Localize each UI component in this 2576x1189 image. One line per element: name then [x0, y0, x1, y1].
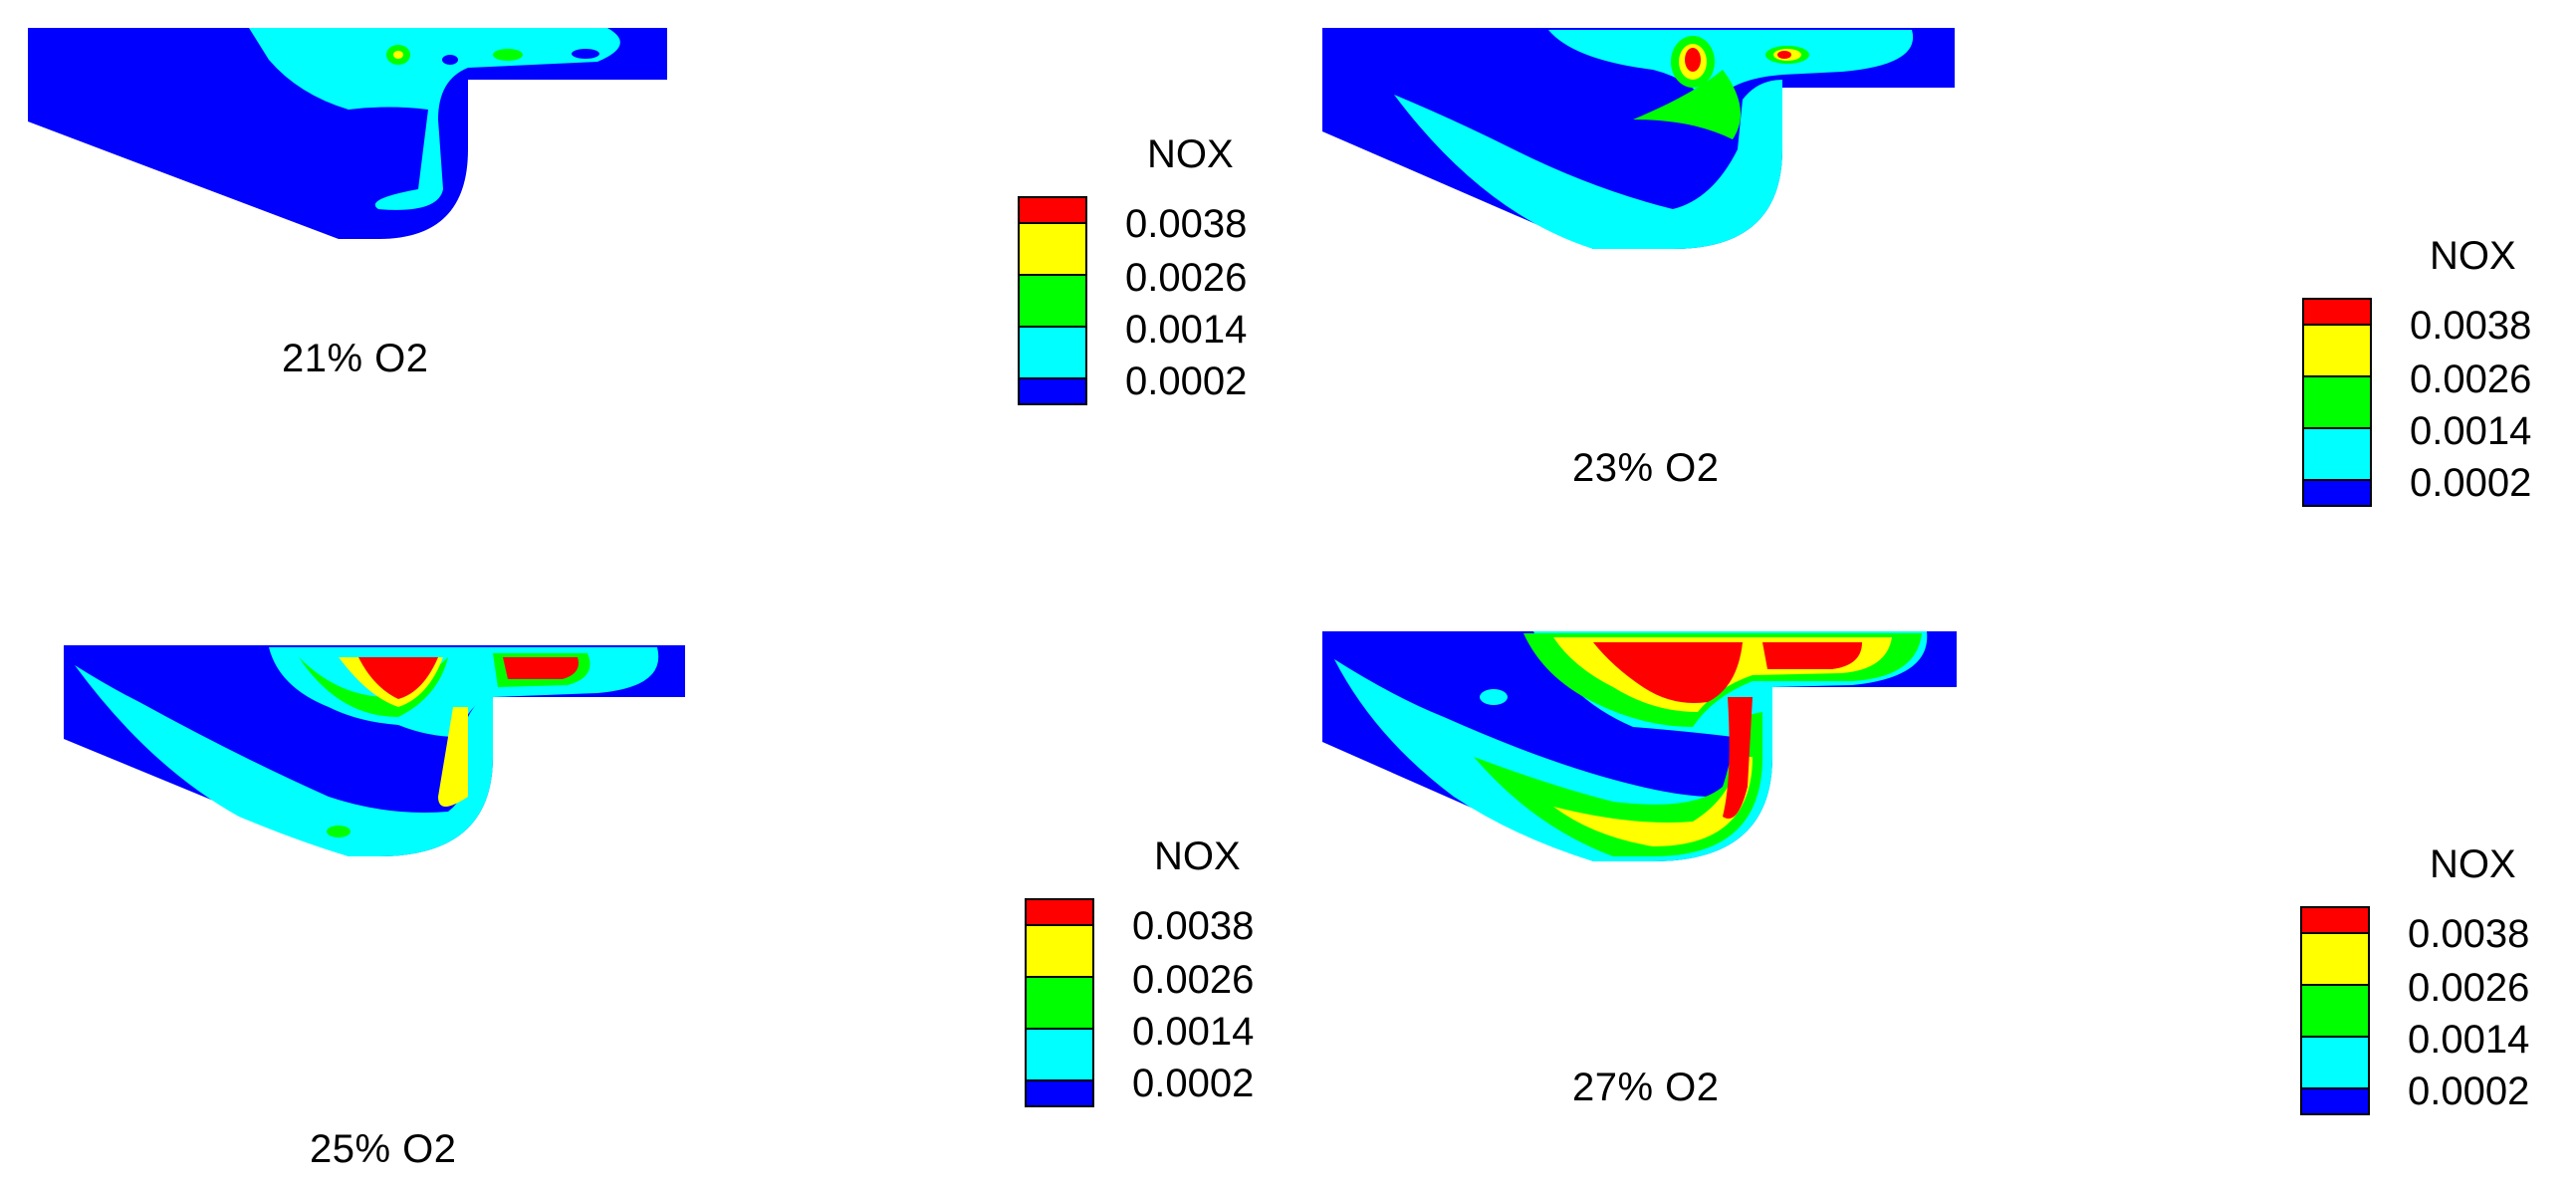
legend-label-3: 0.0002: [2408, 1070, 2530, 1113]
legend-title: NOX: [1154, 834, 1241, 878]
legend-swatch-low: [1025, 1028, 1094, 1081]
legend-swatch-mid: [1018, 274, 1087, 328]
legend-swatch-high: [2302, 324, 2372, 377]
legend-label-0: 0.0038: [2410, 304, 2532, 348]
legend-label-0: 0.0038: [1125, 202, 1248, 246]
legend-label-0: 0.0038: [1132, 904, 1255, 948]
legend-label-3: 0.0002: [1125, 359, 1248, 403]
legend-swatch-max: [1018, 196, 1087, 224]
legend-label-3: 0.0002: [1132, 1062, 1255, 1105]
legend-25: NOX 0.0038 0.0026 0.0014 0.0002: [1025, 836, 1323, 1135]
legend-title: NOX: [2430, 234, 2516, 278]
legend-label-0: 0.0038: [2408, 912, 2530, 956]
legend-label-1: 0.0026: [1132, 958, 1255, 1002]
legend-label-1: 0.0026: [2408, 966, 2530, 1010]
legend-swatch-min: [2302, 479, 2372, 507]
legend-title: NOX: [1147, 132, 1234, 176]
legend-swatch-low: [2300, 1036, 2370, 1089]
caption-23: 23% O2: [1572, 446, 1720, 490]
legend-swatch-mid: [2302, 375, 2372, 429]
legend-label-2: 0.0014: [1125, 308, 1248, 352]
legend-swatch-high: [1018, 222, 1087, 276]
legend-swatch-low: [2302, 427, 2372, 481]
contour-domain-27: [1322, 631, 1957, 861]
legend-swatch-max: [1025, 898, 1094, 926]
legend-swatch-min: [2300, 1087, 2370, 1115]
legend-title: NOX: [2430, 842, 2516, 886]
legend-swatch-max: [2300, 906, 2370, 934]
caption-21: 21% O2: [282, 337, 429, 380]
legend-21: NOX 0.0038 0.0026 0.0014 0.0002: [1018, 134, 1316, 433]
legend-label-2: 0.0014: [2410, 409, 2532, 453]
contour-domain-25: [64, 645, 685, 856]
legend-label-2: 0.0014: [2408, 1018, 2530, 1062]
legend-swatch-mid: [1025, 976, 1094, 1030]
legend-23: NOX 0.0038 0.0026 0.0014 0.0002: [2302, 236, 2576, 535]
contour-domain-23: [1322, 28, 1955, 249]
legend-27: NOX 0.0038 0.0026 0.0014 0.0002: [2300, 844, 2576, 1143]
legend-label-3: 0.0002: [2410, 461, 2532, 505]
contour-domain-21: [28, 28, 667, 239]
legend-swatch-low: [1018, 326, 1087, 379]
caption-25: 25% O2: [310, 1127, 457, 1171]
legend-swatch-max: [2302, 298, 2372, 326]
caption-27: 27% O2: [1572, 1066, 1720, 1109]
legend-swatch-high: [1025, 924, 1094, 978]
legend-swatch-mid: [2300, 984, 2370, 1038]
legend-label-1: 0.0026: [2410, 357, 2532, 401]
legend-swatch-min: [1025, 1079, 1094, 1107]
legend-swatch-high: [2300, 932, 2370, 986]
legend-swatch-min: [1018, 377, 1087, 405]
legend-label-1: 0.0026: [1125, 256, 1248, 300]
legend-label-2: 0.0014: [1132, 1010, 1255, 1054]
